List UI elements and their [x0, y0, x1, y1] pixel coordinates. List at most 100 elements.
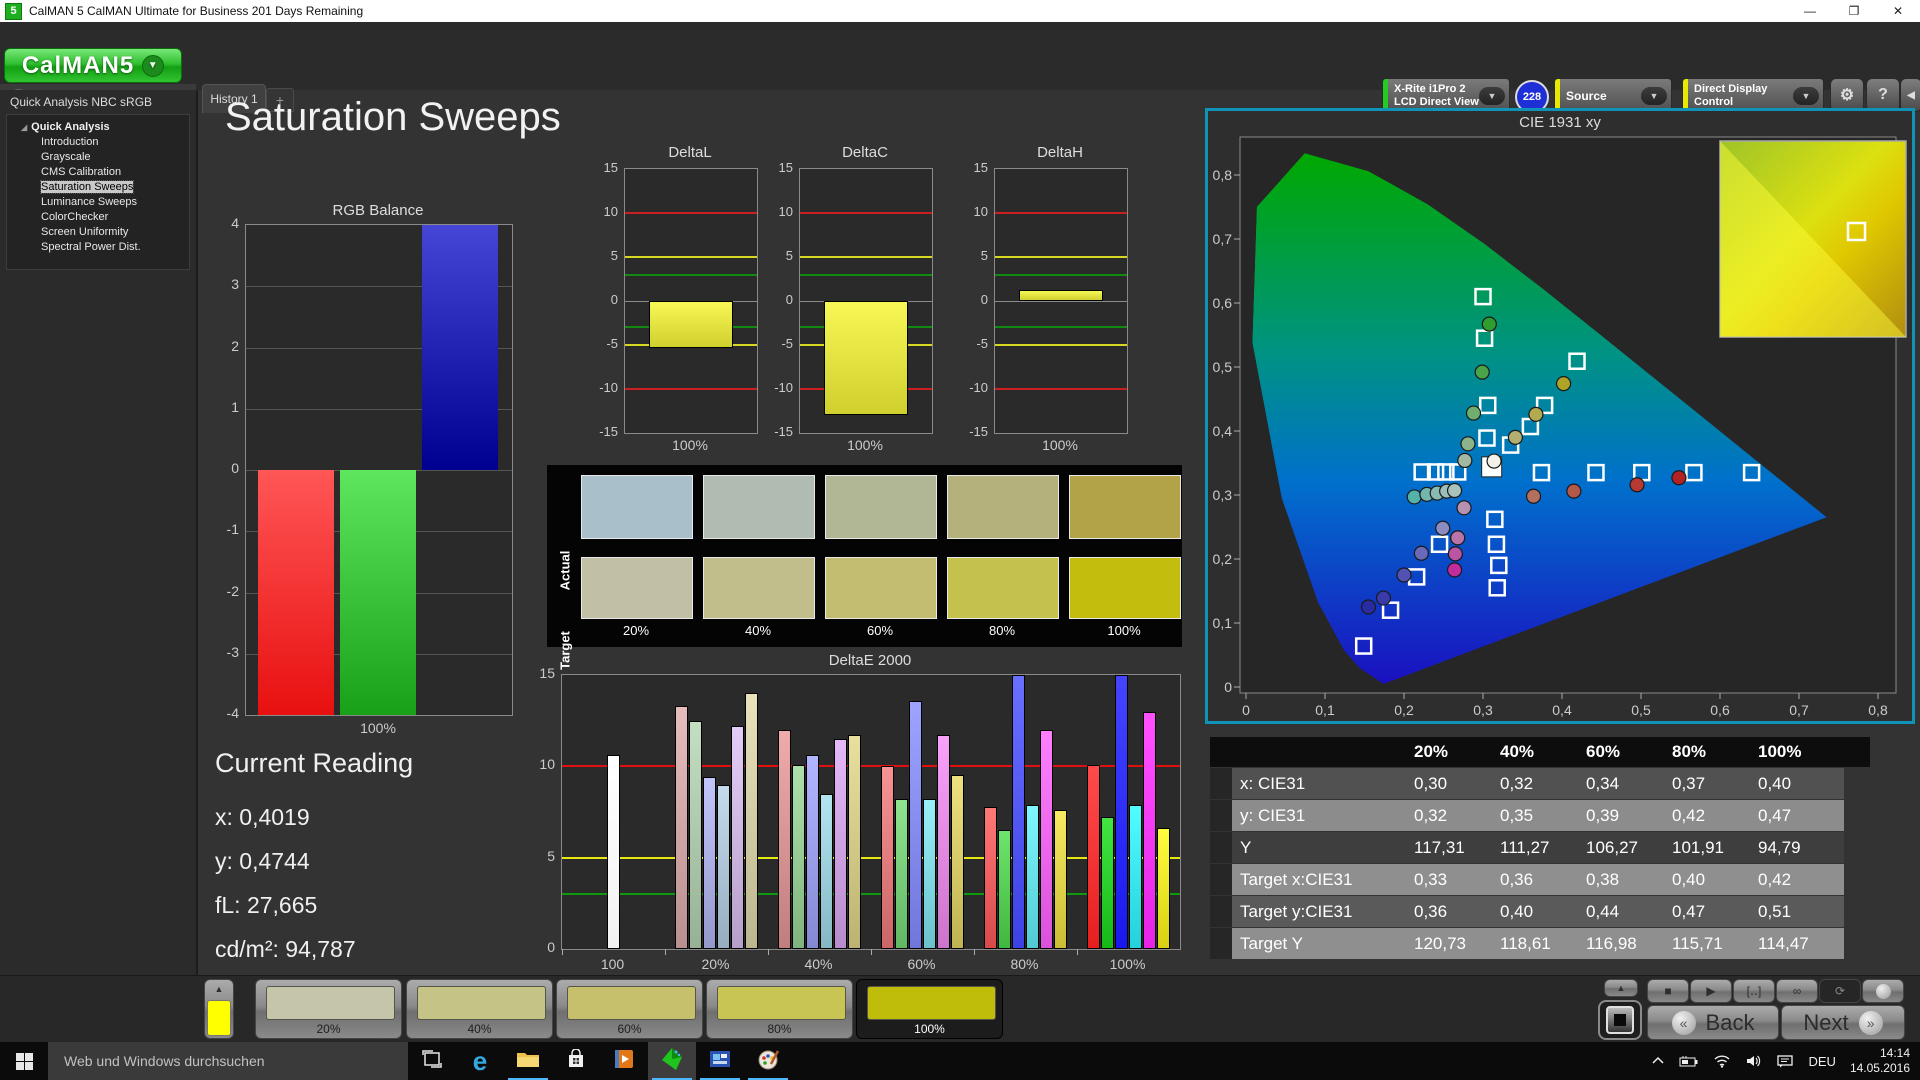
calman-logo-number: 5	[119, 51, 135, 79]
speaker-icon[interactable]	[1745, 1054, 1763, 1068]
saturation-swatch-20	[266, 986, 395, 1020]
sidebar-item-luminance-sweeps[interactable]: Luminance Sweeps	[41, 196, 138, 208]
delta-e-bar-60-3	[923, 799, 936, 949]
cie-1931-panel[interactable]: CIE 1931 xy	[1205, 108, 1915, 724]
next-button[interactable]: Next »	[1781, 1005, 1905, 1040]
sidebar-item-quick-analysis[interactable]: ◢ Quick Analysis	[7, 119, 189, 135]
level-up-widget[interactable]: ▲	[204, 979, 234, 1039]
delta-e-bar-20-1	[689, 720, 702, 949]
svg-text:0: 0	[1242, 702, 1250, 718]
saturation-swatch-80	[717, 986, 846, 1020]
cie-measured-point-25	[1447, 546, 1463, 562]
battery-icon[interactable]	[1679, 1055, 1699, 1067]
saturation-button-60[interactable]: 60%	[556, 979, 703, 1039]
next-label: Next	[1803, 1009, 1849, 1035]
chevron-down-icon[interactable]: ▼	[1641, 87, 1667, 105]
delta-e-bar-100-3	[1129, 804, 1142, 949]
table-corner-cell	[1210, 737, 1414, 767]
sidebar-item-grayscale[interactable]: Grayscale	[41, 151, 91, 163]
table-cell: 0,35	[1500, 800, 1586, 831]
calman-taskbar-button[interactable]	[648, 1042, 696, 1080]
meter-dropdown[interactable]: X-Rite i1Pro 2 LCD Direct View ▼	[1382, 78, 1510, 114]
panel-up-button[interactable]: ▲	[1604, 979, 1638, 997]
current-reading-title: Current Reading	[215, 748, 414, 778]
panel-collapse-button[interactable]: ◀	[1900, 78, 1920, 112]
store-icon	[566, 1047, 586, 1074]
wifi-icon[interactable]	[1713, 1054, 1731, 1068]
stop-button[interactable]: ■	[1647, 979, 1689, 1003]
deltaH-xlabel: 100%	[1042, 437, 1078, 453]
tree-expand-icon[interactable]: ◢	[21, 123, 28, 132]
edge-taskbar-button[interactable]: e	[456, 1042, 504, 1080]
back-label: Back	[1705, 1009, 1755, 1035]
store-taskbar-button[interactable]	[552, 1042, 600, 1080]
read-target-button[interactable]	[1598, 1000, 1642, 1040]
calman-app-icon: 5	[5, 2, 22, 20]
paint-taskbar-button[interactable]	[744, 1042, 792, 1080]
file-explorer-taskbar-button[interactable]	[504, 1042, 552, 1080]
saturation-button-40[interactable]: 40%	[406, 979, 553, 1039]
saturation-button-20[interactable]: 20%	[255, 979, 402, 1039]
sidebar-item-cms-calibration[interactable]: CMS Calibration	[41, 166, 122, 178]
play-button[interactable]: ▶	[1690, 979, 1732, 1003]
start-button[interactable]	[0, 1042, 48, 1080]
delta-e-2000-chart: DeltaE 2000 15 10 5 0 100 20% 40% 60% 80% 100%	[530, 652, 1210, 977]
minimize-button[interactable]: —	[1804, 4, 1816, 18]
tab-history-1[interactable]: History 1	[202, 84, 266, 113]
tree-root-label: Quick Analysis	[31, 121, 110, 133]
file-explorer-icon	[516, 1049, 540, 1074]
saturation-button-100[interactable]: 100%	[856, 979, 1003, 1039]
saturation-label-20: 20%	[316, 1022, 341, 1036]
media-player-taskbar-button[interactable]	[600, 1042, 648, 1080]
swatch-col-label-60: 60%	[866, 623, 894, 638]
svg-text:0,2: 0,2	[1394, 702, 1414, 718]
table-cell: 0,33	[1414, 864, 1500, 895]
table-cell: 0,47	[1672, 896, 1758, 927]
delta-e-bar-40-1	[792, 764, 805, 949]
svg-text:0,5: 0,5	[1631, 702, 1651, 718]
close-button[interactable]: ✕	[1892, 4, 1904, 18]
ball-button[interactable]	[1862, 979, 1904, 1003]
taskbar-clock[interactable]: 14:14 14.05.2016	[1850, 1046, 1910, 1076]
sidebar-item-colorchecker[interactable]: ColorChecker	[41, 211, 109, 223]
task-view-icon	[421, 1049, 443, 1074]
continuous-button[interactable]: ∞	[1776, 979, 1818, 1003]
actual-row-label: Actual	[557, 550, 573, 591]
sidebar-item-introduction[interactable]: Introduction	[41, 136, 99, 148]
sidebar-item-saturation-sweeps[interactable]: Saturation Sweeps	[39, 180, 135, 194]
current-reading: Current Reading x: 0,4019 y: 0,4744 fL: 27…	[215, 748, 413, 971]
task-view-taskbar-button[interactable]	[408, 1042, 456, 1080]
delta-e-bar-20-4	[731, 726, 744, 949]
sidebar-item-spectral-power-dist[interactable]: Spectral Power Dist.	[41, 241, 141, 253]
tray-chevron-up-icon[interactable]	[1651, 1055, 1665, 1067]
back-button[interactable]: « Back	[1647, 1005, 1779, 1040]
calman-icon	[660, 1047, 684, 1076]
chevron-down-icon[interactable]: ▼	[1479, 87, 1505, 105]
table-cell: 115,71	[1672, 928, 1758, 959]
delta-e-bar-60-4	[937, 735, 950, 949]
svg-text:0,6: 0,6	[1710, 702, 1730, 718]
taskbar-search-input[interactable]: Web und Windows durchsuchen	[48, 1042, 408, 1080]
target-swatch-40	[703, 557, 815, 619]
restore-button[interactable]: ❐	[1848, 4, 1860, 18]
tab-add-button[interactable]: +	[266, 88, 294, 112]
help-button[interactable]: ?	[1866, 78, 1900, 112]
chevron-down-icon[interactable]: ▼	[1793, 87, 1819, 105]
refresh-button[interactable]: ⟳	[1819, 979, 1861, 1003]
bracket-read-button[interactable]: [‥]	[1733, 979, 1775, 1003]
photo-app-taskbar-button[interactable]	[696, 1042, 744, 1080]
saturation-button-80[interactable]: 80%	[706, 979, 853, 1039]
logo-dropdown-icon[interactable]: ▼	[142, 54, 165, 77]
delta-l-chart: DeltaL 15 10 5 0 -5 -10 -15 100%	[592, 142, 762, 462]
target-swatch-100	[1069, 557, 1181, 619]
keyboard-language[interactable]: DEU	[1808, 1053, 1836, 1069]
white-level-swatch[interactable]	[207, 1000, 231, 1036]
action-center-icon[interactable]	[1777, 1054, 1794, 1068]
sidebar-item-screen-uniformity[interactable]: Screen Uniformity	[41, 226, 129, 238]
table-row: Target y:CIE31 0,36 0,40 0,44 0,47 0,51	[1210, 896, 1870, 927]
settings-button[interactable]: ⚙	[1830, 78, 1864, 112]
gear-icon: ⚙	[1839, 87, 1855, 104]
calman-logo-button[interactable]: CalMAN 5 ▼	[4, 48, 182, 83]
cie-measured-point-4	[1457, 452, 1473, 469]
